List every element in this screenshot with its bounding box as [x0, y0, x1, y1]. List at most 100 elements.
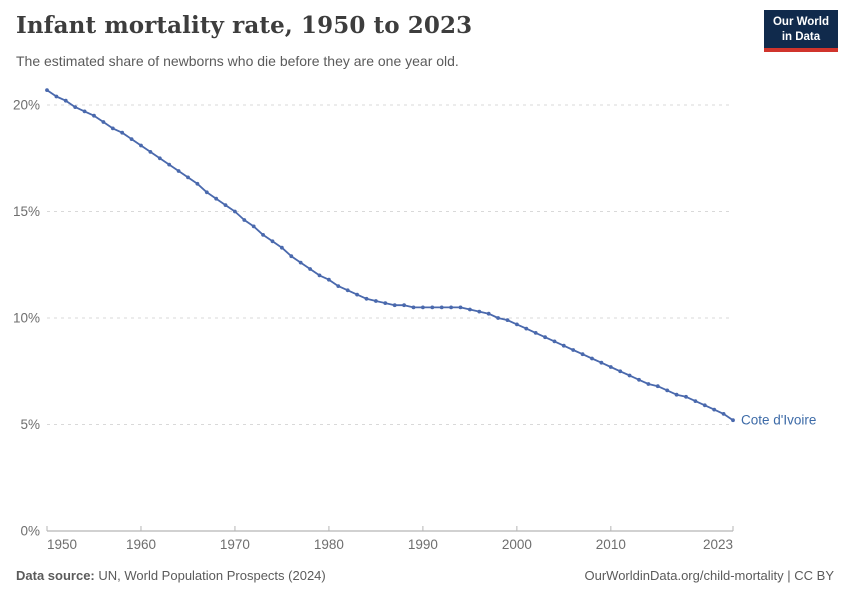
data-point-2017: [674, 392, 679, 397]
data-point-1997: [486, 311, 491, 316]
data-point-2023: [731, 418, 735, 423]
data-point-1999: [505, 318, 510, 322]
x-axis-label-1970: 1970: [220, 537, 250, 552]
data-point-1992: [439, 305, 444, 310]
data-source-text: UN, World Population Prospects (2024): [94, 568, 326, 583]
chart-footer: Data source: UN, World Population Prospe…: [16, 568, 834, 583]
data-point-1975: [280, 245, 284, 250]
data-point-1977: [298, 260, 303, 265]
data-point-1962: [157, 156, 162, 161]
data-point-2013: [637, 377, 641, 382]
data-point-1993: [449, 305, 453, 310]
y-axis-label-5: 5%: [20, 417, 40, 432]
y-axis-label-0: 0%: [20, 524, 40, 539]
data-source-label: Data source:: [16, 568, 95, 583]
data-point-1952: [63, 98, 68, 103]
data-point-1990: [421, 305, 425, 310]
data-point-1956: [101, 120, 106, 124]
data-point-1966: [195, 181, 200, 186]
chart-title: Infant mortality rate, 1950 to 2023: [16, 12, 473, 39]
data-point-2022: [721, 412, 726, 416]
y-axis-label-10: 10%: [13, 311, 40, 326]
data-point-1982: [345, 288, 350, 293]
y-axis-label-15: 15%: [13, 204, 40, 219]
data-point-1994: [458, 305, 463, 310]
data-point-2005: [561, 343, 566, 348]
data-point-1955: [92, 113, 96, 118]
data-point-1983: [355, 292, 359, 297]
data-point-1967: [204, 190, 209, 195]
data-point-2018: [684, 394, 688, 399]
data-point-1998: [496, 316, 500, 320]
data-point-2001: [524, 326, 529, 331]
data-point-1996: [477, 309, 482, 314]
data-point-1961: [148, 150, 153, 154]
series-line-cote-divoire[interactable]: [46, 89, 734, 422]
data-point-1987: [392, 303, 397, 308]
attribution-link[interactable]: OurWorldinData.org/child-mortality | CC …: [584, 568, 835, 583]
owid-logo-line2: in Data: [781, 30, 821, 43]
data-point-2002: [533, 331, 538, 335]
data-point-1951: [54, 94, 59, 99]
owid-logo[interactable]: Our World in Data: [763, 10, 838, 52]
data-point-1957: [110, 126, 115, 131]
data-point-1954: [82, 109, 87, 114]
x-axis-label-1960: 1960: [126, 537, 156, 552]
data-point-2011: [618, 369, 623, 374]
x-axis-label-2023: 2023: [703, 537, 733, 552]
chart-subtitle: The estimated share of newborns who die …: [16, 53, 459, 69]
data-point-1980: [327, 277, 331, 282]
data-point-1991: [430, 305, 435, 310]
data-point-2016: [665, 388, 670, 393]
x-axis-label-1980: 1980: [314, 537, 344, 552]
y-axis-label-20: 20%: [13, 98, 40, 113]
data-point-1985: [374, 299, 378, 303]
data-point-2007: [580, 352, 585, 357]
data-point-1973: [261, 233, 265, 237]
data-point-1978: [308, 267, 312, 271]
data-point-2010: [608, 365, 613, 369]
x-axis-label-2010: 2010: [596, 537, 626, 552]
data-point-2012: [627, 373, 632, 378]
data-point-1950: [45, 88, 49, 92]
data-point-1984: [364, 296, 369, 301]
data-source-note: Data source: UN, World Population Prospe…: [16, 568, 326, 583]
data-point-1995: [468, 307, 472, 312]
data-point-2008: [590, 356, 594, 361]
data-point-2003: [543, 335, 547, 340]
data-point-1960: [139, 143, 143, 148]
data-point-1963: [167, 162, 172, 167]
series-label-cote-divoire[interactable]: Cote d'Ivoire: [741, 413, 816, 428]
data-point-2021: [712, 407, 717, 412]
data-point-1988: [402, 303, 406, 308]
owid-logo-line1: Our World: [772, 16, 829, 28]
data-point-2019: [693, 399, 698, 403]
data-point-1974: [270, 239, 275, 244]
data-point-1976: [289, 254, 294, 259]
data-point-2004: [552, 339, 557, 344]
x-axis-label-1990: 1990: [408, 537, 438, 552]
data-point-1979: [317, 273, 322, 278]
x-axis-label-2000: 2000: [502, 537, 532, 552]
data-point-1981: [336, 284, 341, 288]
data-point-1986: [383, 301, 388, 305]
data-point-1972: [251, 224, 256, 229]
data-point-2015: [655, 384, 660, 389]
x-axis-label-1950: 1950: [47, 537, 77, 552]
data-point-2020: [702, 403, 707, 408]
data-point-1964: [176, 169, 181, 173]
data-point-2000: [515, 322, 519, 327]
data-point-2014: [646, 382, 651, 386]
data-point-1968: [214, 196, 219, 201]
data-point-1965: [186, 175, 190, 180]
data-point-1958: [120, 130, 125, 135]
data-point-1953: [73, 105, 78, 109]
data-point-1971: [242, 218, 247, 222]
data-point-2009: [599, 360, 604, 365]
data-point-2006: [571, 348, 576, 352]
data-point-1989: [411, 305, 416, 310]
data-point-1969: [223, 203, 228, 208]
data-point-1959: [129, 137, 134, 142]
